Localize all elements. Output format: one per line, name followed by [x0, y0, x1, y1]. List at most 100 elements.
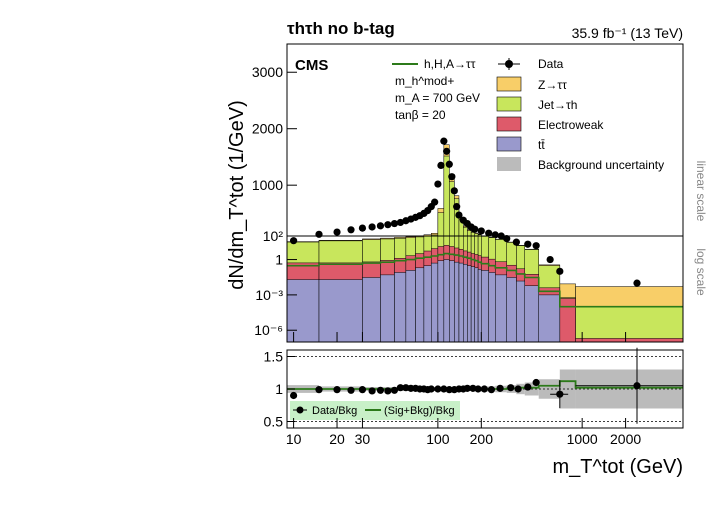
linear-bar-Jeth-14 [463, 226, 468, 237]
legend-signal-label: h,H,A→ττ [424, 57, 476, 71]
log-bar-tt-11 [449, 260, 455, 343]
data-point-17 [431, 198, 439, 206]
legend-jet-label: Jet→τh [538, 98, 577, 112]
data-point-32 [485, 229, 493, 237]
ratio-point-7 [384, 387, 392, 395]
log-bar-tt-12 [454, 261, 460, 343]
legend-mass-label: m_A = 700 GeV [395, 91, 480, 105]
ratio-point-9 [396, 384, 405, 392]
ratio-point-19 [445, 386, 453, 394]
ratio-point-27 [487, 386, 496, 394]
ratio-point-34 [633, 382, 641, 390]
ratio-point-6 [376, 386, 385, 394]
ratio-point-16 [427, 385, 435, 393]
ratio-point-4 [358, 386, 367, 394]
ratio-legend-data-label: Data/Bkg [312, 405, 357, 417]
ratio-point-26 [480, 385, 488, 393]
log-bar-tt-24 [524, 285, 539, 343]
ratio-point-3 [347, 386, 355, 394]
log-bar-tt-2 [362, 277, 381, 343]
legend-ztt-swatch [496, 76, 522, 92]
ratio-point-25 [474, 385, 482, 393]
log-bar-tt-5 [405, 270, 416, 343]
y-axis-label: dN/dm_T^tot (1/GeV) [226, 100, 248, 289]
data-point-0 [290, 237, 298, 245]
data-point-5 [368, 223, 376, 231]
ratio-legend-sig-label: (Sig+Bkg)/Bkg [384, 405, 455, 417]
log-bar-Electroweak-26 [559, 298, 576, 343]
log-bar-tt-17 [474, 267, 479, 343]
linear-ytick-label-2: 3000 [252, 64, 283, 80]
xtick-label-4: 200 [470, 431, 494, 447]
xtick-label-6: 2000 [610, 431, 641, 447]
data-point-30 [471, 225, 479, 233]
data-point-24 [450, 187, 458, 195]
data-point-2 [333, 228, 341, 236]
legend-ew-label: Electroweak [538, 118, 604, 132]
linear-scale-label: linear scale [694, 161, 708, 222]
linear-panel [315, 137, 505, 240]
legend-tt-label: tt̄ [538, 138, 545, 152]
log-bar-tt-23 [516, 280, 525, 343]
legend-tt-swatch [496, 136, 522, 152]
ratio-point-31 [524, 383, 532, 391]
ratio-point-0 [290, 391, 298, 400]
data-point-40 [556, 267, 564, 275]
log-ytick-label-3: 10⁻⁶ [254, 322, 283, 338]
log-bar-tt-22 [506, 277, 517, 343]
data-point-38 [532, 242, 540, 250]
ratio-point-17 [434, 385, 442, 393]
data-point-20 [440, 137, 448, 145]
log-bar-tt-14 [463, 263, 468, 343]
legend-jet-swatch [496, 96, 522, 112]
ratio-ytick-label-0: 0.5 [264, 414, 284, 430]
log-bar-tt-8 [431, 262, 439, 343]
ratio-point-29 [507, 384, 515, 392]
ratio-point-18 [440, 385, 448, 393]
linear-bar-Jeth-9 [437, 212, 445, 237]
data-point-22 [445, 160, 453, 168]
data-point-25 [453, 203, 461, 211]
data-point-36 [512, 238, 520, 246]
log-bar-tt-6 [415, 267, 425, 343]
ratio-point-1 [315, 386, 323, 394]
log-bar-tt-1 [318, 279, 363, 343]
log-bar-tt-3 [380, 274, 395, 343]
ratio-point-30 [514, 385, 522, 393]
log-ytick-label-1: 1 [275, 252, 283, 268]
ratio-legend: Data/Bkg (Sig+Bkg)/Bkg [290, 401, 460, 420]
chart-title: τhτh no b-tag [287, 19, 395, 38]
log-bar-tt-4 [394, 272, 407, 343]
cms-label: CMS [295, 57, 328, 74]
log-bar-Electroweak-27 [575, 338, 684, 343]
data-point-1 [315, 230, 323, 238]
log-bar-tt-0 [286, 279, 320, 343]
legend-data-label: Data [538, 57, 564, 71]
ratio-point-28 [496, 384, 504, 392]
ratio-point-8 [390, 386, 399, 394]
data-point-3 [347, 226, 355, 234]
log-panel [286, 235, 684, 343]
legend-ztt-label: Z→ττ [538, 78, 567, 92]
legend: h,H,A→ττ m_h^mod+ m_A = 700 GeV tanβ = 2… [392, 57, 664, 172]
log-ytick-label-2: 10⁻³ [255, 287, 283, 303]
log-ytick-label-0: 10² [263, 228, 284, 244]
main-frame [286, 43, 684, 343]
xtick-label-1: 20 [329, 431, 345, 447]
ratio-point-5 [368, 387, 376, 395]
log-bar-tt-21 [495, 274, 507, 343]
data-point-8 [390, 219, 399, 228]
log-bar-tt-25 [538, 294, 561, 343]
ratio-point-32 [532, 378, 540, 387]
log-bar-tt-7 [423, 265, 432, 343]
log-bar-tt-20 [488, 272, 496, 343]
linear-ytick-label-1: 2000 [252, 121, 283, 137]
linear-bar-Jeth-16 [470, 232, 475, 237]
linear-bar-Jeth-10 [443, 155, 450, 237]
data-point-6 [376, 222, 385, 230]
x-axis-label: m_T^tot (GeV) [552, 456, 683, 478]
ratio-unc-27 [575, 369, 683, 409]
log-bar-tt-16 [470, 266, 475, 343]
ratio-point-23 [463, 384, 471, 392]
